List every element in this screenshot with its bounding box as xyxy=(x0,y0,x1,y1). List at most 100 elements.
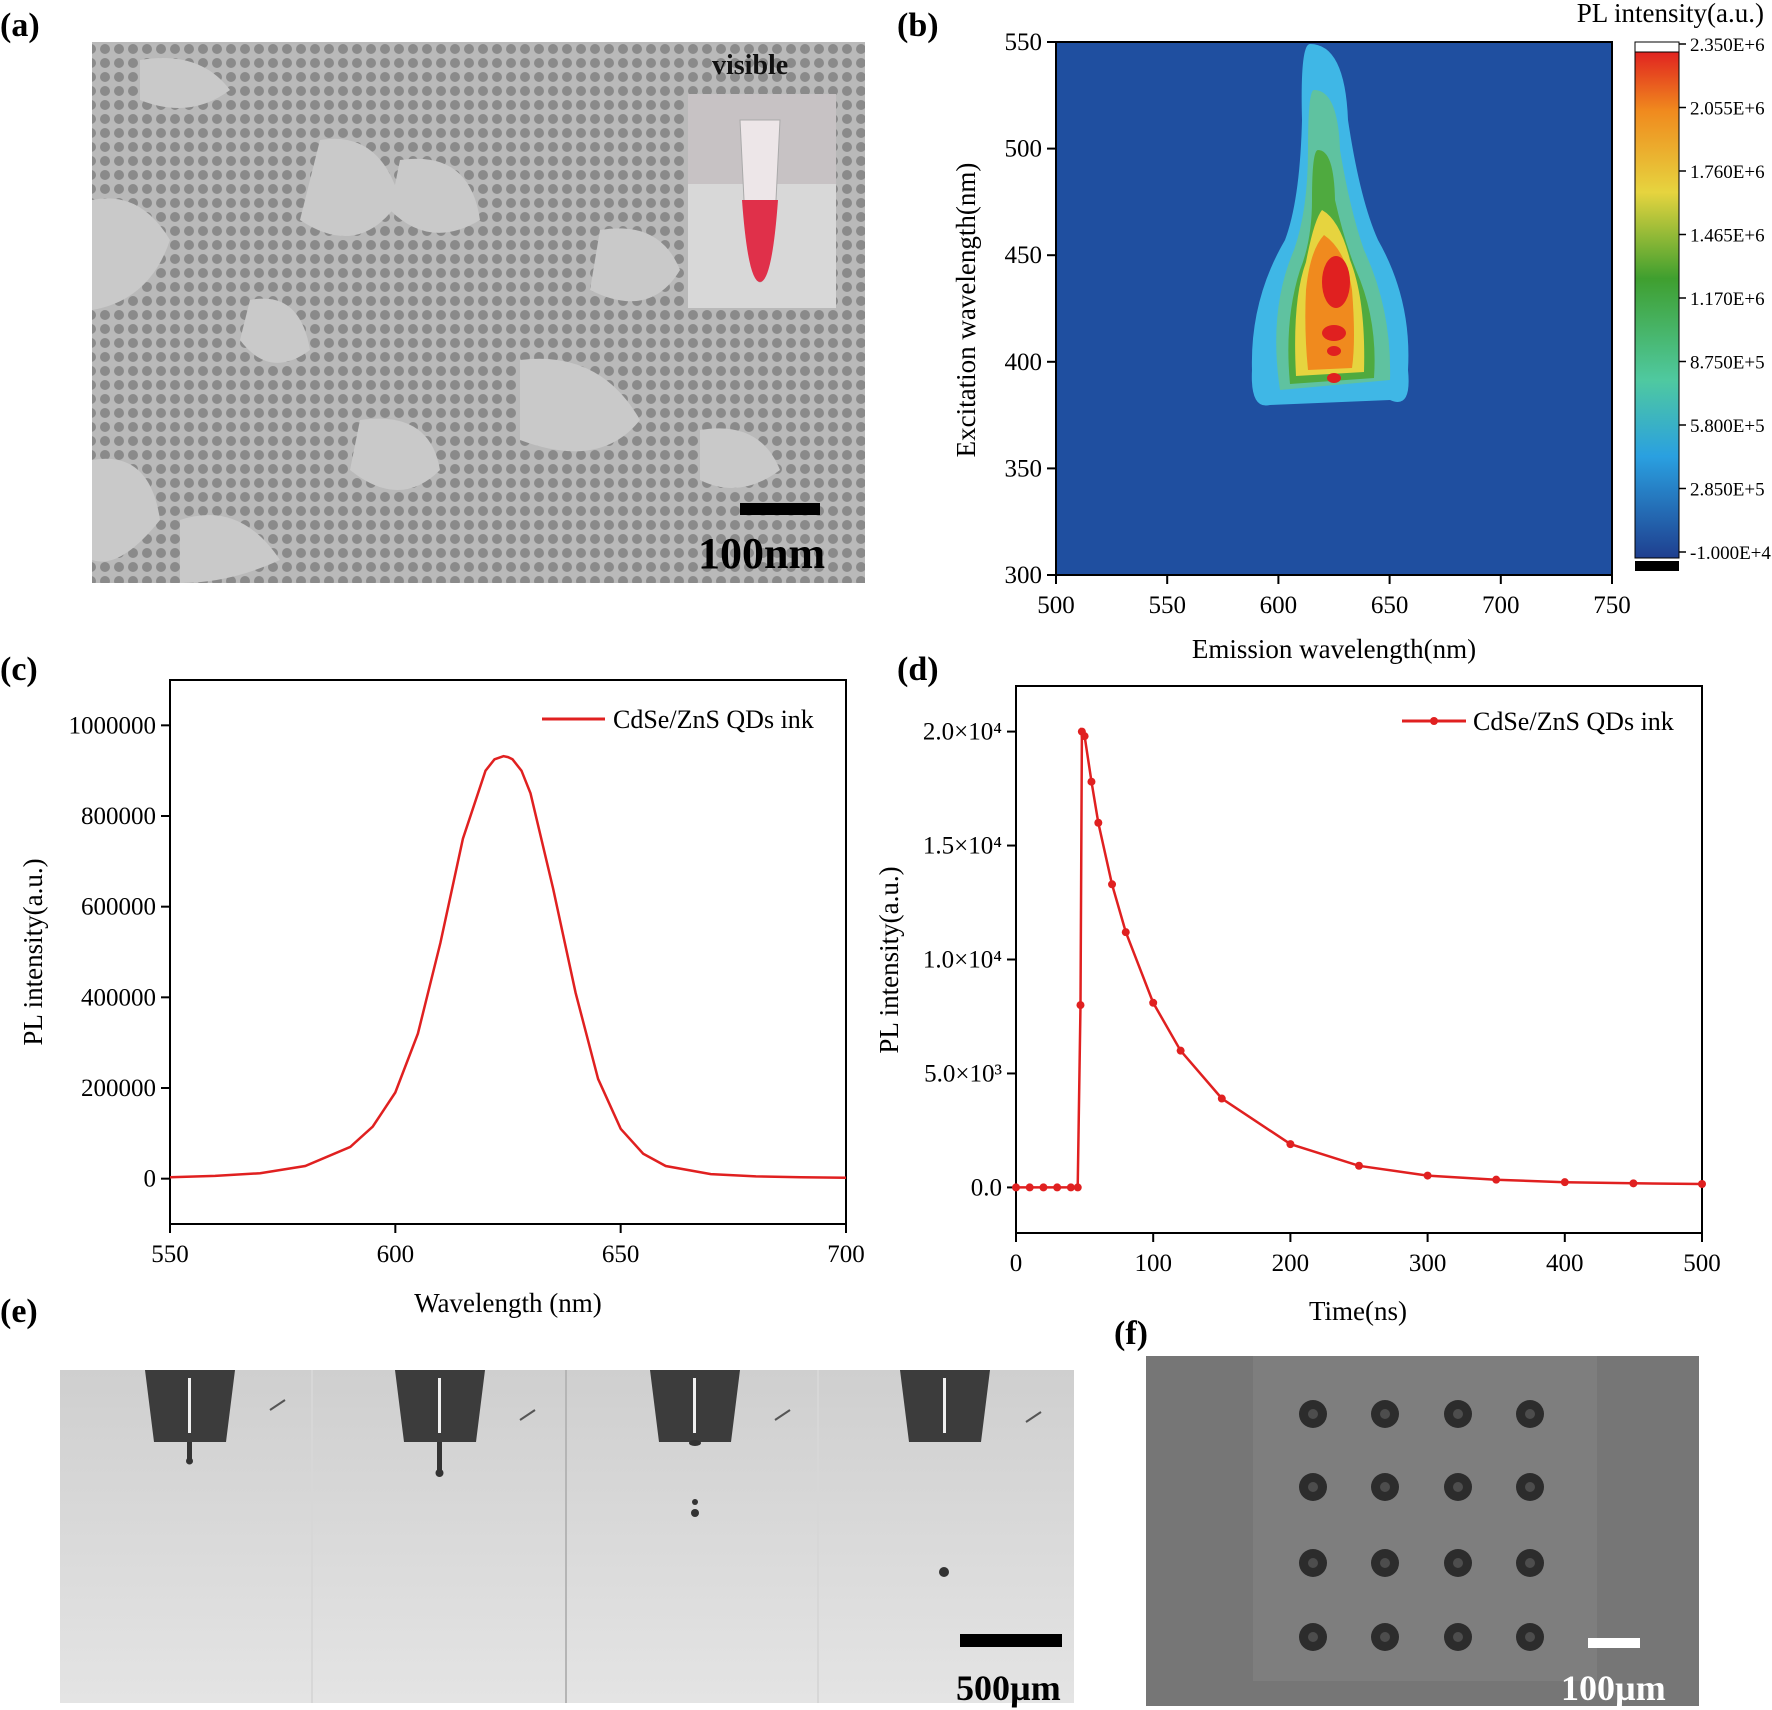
printed-dot-center xyxy=(1453,1409,1463,1419)
c-ylabel: PL intensity(a.u.) xyxy=(18,858,48,1045)
x-tick-label: 600 xyxy=(377,1241,415,1268)
y-tick-label: 400 xyxy=(1005,349,1043,376)
printed-dot-center xyxy=(1380,1409,1390,1419)
y-tick-label: 500 xyxy=(1005,136,1043,163)
data-point xyxy=(1076,1001,1085,1010)
label-f: (f) xyxy=(1114,1315,1148,1352)
y-tick-label: 350 xyxy=(1005,455,1043,482)
colorbar-ticks: 2.350E+6 2.055E+6 1.760E+6 1.465E+6 1.170E+6… xyxy=(1679,35,1771,564)
y-tick-label: 450 xyxy=(1005,242,1043,269)
c-axes: 550 600 650 700 0 200000 400000 600000 800000 100… xyxy=(69,712,865,1268)
printed-dot-center xyxy=(1308,1482,1318,1492)
colorbar-tick-label: 2.350E+6 xyxy=(1690,35,1765,56)
data-point xyxy=(1073,1183,1082,1192)
inset-label: visible xyxy=(712,50,788,81)
tem-voids xyxy=(92,58,780,583)
y-tick-label: 800000 xyxy=(81,803,156,830)
colorbar-tick-label: 1.465E+6 xyxy=(1690,226,1765,247)
x-tick-label: 550 xyxy=(151,1241,189,1268)
printed-dot-center xyxy=(1525,1409,1535,1419)
x-tick-label: 0 xyxy=(1010,1250,1023,1277)
panel-a: visible 100nm xyxy=(92,42,865,583)
data-point xyxy=(1094,818,1103,827)
printed-dot-center xyxy=(1380,1632,1390,1642)
printed-dot-center xyxy=(1453,1482,1463,1492)
printed-dot-center xyxy=(1525,1632,1535,1642)
d-axes: 0 100 200 300 400 500 0.0 5.0×10³ 1.0×10⁴ 1.5×10⁴… xyxy=(923,719,1721,1277)
panel-f: 100µm xyxy=(1146,1356,1699,1708)
d-series-line xyxy=(1016,727,1703,1189)
data-point xyxy=(1217,1094,1226,1103)
data-point xyxy=(1423,1171,1432,1180)
d-ylabel: PL intensity(a.u.) xyxy=(874,866,904,1053)
printed-dot-center xyxy=(1308,1558,1318,1568)
y-tick-label: 550 xyxy=(1005,29,1043,56)
y-tick-label: 1.5×10⁴ xyxy=(923,833,1002,860)
data-point xyxy=(1149,998,1158,1007)
y-tick-label: 400000 xyxy=(81,984,156,1011)
data-point xyxy=(1698,1179,1706,1188)
panel-b: 500 550 600 650 700 750 300 350 400 450 500 550 Emi… xyxy=(951,0,1771,664)
x-tick-label: 650 xyxy=(1371,592,1409,619)
label-c: (c) xyxy=(0,651,38,688)
printed-dots xyxy=(1299,1400,1544,1651)
printed-dot-center xyxy=(1453,1632,1463,1642)
b-xlabel: Emission wavelength(nm) xyxy=(1192,634,1476,664)
colorbar xyxy=(1634,49,1680,559)
x-tick-label: 700 xyxy=(1482,592,1520,619)
label-a: (a) xyxy=(0,7,40,44)
data-point xyxy=(1108,880,1117,889)
scale-label-e: 500µm xyxy=(956,1668,1061,1708)
colorbar-tick-label: 2.055E+6 xyxy=(1690,99,1765,120)
x-tick-label: 650 xyxy=(602,1241,640,1268)
x-tick-label: 100 xyxy=(1134,1250,1172,1277)
x-tick-label: 200 xyxy=(1272,1250,1310,1277)
d-xlabel: Time(ns) xyxy=(1309,1296,1407,1326)
heatmap-axes: 500 550 600 650 700 750 300 350 400 450 500 550 xyxy=(1005,29,1631,619)
data-point xyxy=(1039,1183,1048,1192)
d-series-points xyxy=(1012,727,1706,1192)
printed-dot-center xyxy=(1308,1632,1318,1642)
panel-d: 0 100 200 300 400 500 0.0 5.0×10³ 1.0×10⁴ 1.5×10⁴… xyxy=(874,685,1721,1326)
printed-dot-center xyxy=(1525,1482,1535,1492)
data-point xyxy=(1560,1178,1569,1187)
scale-bar-a xyxy=(740,503,820,515)
colorbar-title: PL intensity(a.u.) xyxy=(1577,0,1764,28)
data-point xyxy=(1121,928,1130,937)
scale-bar-e xyxy=(960,1634,1062,1647)
printed-dot-center xyxy=(1525,1558,1535,1568)
y-tick-label: 600000 xyxy=(81,894,156,921)
data-point xyxy=(1176,1046,1185,1055)
c-legend-label: CdSe/ZnS QDs ink xyxy=(613,705,814,734)
c-xlabel: Wavelength (nm) xyxy=(414,1288,602,1318)
x-tick-label: 300 xyxy=(1409,1250,1447,1277)
b-ylabel: Excitation wavelength(nm) xyxy=(951,163,981,458)
printed-dot-center xyxy=(1453,1558,1463,1568)
y-tick-label: 2.0×10⁴ xyxy=(923,719,1002,746)
x-tick-label: 500 xyxy=(1683,1250,1721,1277)
scale-bar-f xyxy=(1588,1638,1640,1648)
label-d: (d) xyxy=(897,651,939,688)
y-tick-label: 1000000 xyxy=(69,712,157,739)
y-tick-label: 0 xyxy=(144,1166,157,1193)
heatmap-blob xyxy=(1251,44,1409,406)
data-point xyxy=(1012,1183,1020,1192)
colorbar-tick-label: 5.800E+5 xyxy=(1690,416,1765,437)
red-ink xyxy=(742,200,778,282)
data-point xyxy=(1629,1179,1638,1188)
scale-label-a: 100nm xyxy=(698,529,825,578)
y-tick-label: 0.0 xyxy=(971,1174,1002,1201)
y-tick-label: 200000 xyxy=(81,1075,156,1102)
data-point xyxy=(1053,1183,1062,1192)
y-tick-label: 1.0×10⁴ xyxy=(923,947,1002,974)
x-tick-label: 500 xyxy=(1037,592,1075,619)
colorbar-tick-label: 8.750E+5 xyxy=(1690,353,1765,374)
droplet-icon xyxy=(186,1440,949,1577)
x-tick-label: 600 xyxy=(1260,592,1298,619)
x-tick-label: 550 xyxy=(1148,592,1186,619)
y-tick-label: 5.0×10³ xyxy=(924,1060,1002,1087)
data-point xyxy=(1080,732,1089,741)
data-point xyxy=(1025,1183,1034,1192)
panel-e: 500µm xyxy=(60,1370,1074,1708)
x-tick-label: 750 xyxy=(1593,592,1631,619)
